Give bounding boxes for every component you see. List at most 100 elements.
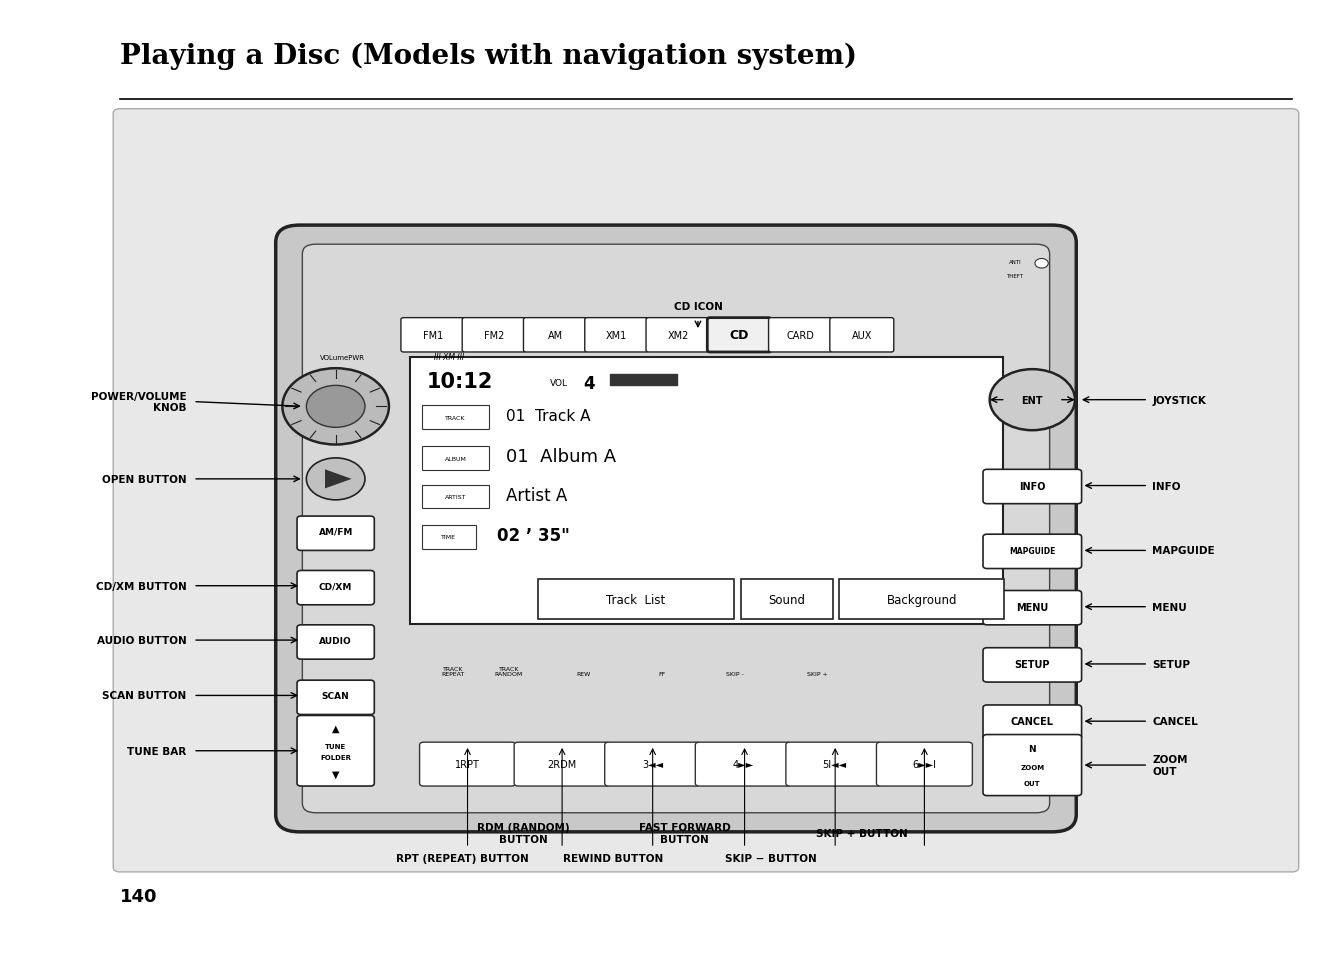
FancyBboxPatch shape [302, 245, 1050, 813]
Text: THEFT: THEFT [1007, 274, 1023, 278]
FancyBboxPatch shape [523, 318, 587, 353]
Text: AM: AM [547, 331, 563, 340]
Text: SCAN BUTTON: SCAN BUTTON [103, 691, 186, 700]
Text: TIME: TIME [441, 535, 457, 539]
Text: 01  Album A: 01 Album A [506, 448, 617, 466]
FancyBboxPatch shape [276, 226, 1076, 832]
Text: 6►►I: 6►►I [912, 760, 936, 769]
FancyBboxPatch shape [786, 742, 882, 786]
Circle shape [990, 370, 1075, 431]
Text: REWIND BUTTON: REWIND BUTTON [562, 853, 663, 862]
Text: CARD: CARD [787, 331, 814, 340]
Circle shape [1035, 259, 1048, 269]
Text: FM1: FM1 [422, 331, 444, 340]
Text: ZOOM: ZOOM [1020, 764, 1044, 770]
Text: ▼: ▼ [332, 769, 340, 779]
Text: ALBUM: ALBUM [445, 456, 466, 461]
Text: TRACK
REPEAT: TRACK REPEAT [441, 666, 465, 677]
FancyBboxPatch shape [983, 735, 1082, 796]
Bar [610, 375, 677, 386]
Circle shape [282, 369, 389, 445]
Text: FM2: FM2 [484, 331, 505, 340]
Text: 3◄◄: 3◄◄ [642, 760, 663, 769]
FancyBboxPatch shape [297, 571, 374, 605]
Text: MENU: MENU [1016, 602, 1048, 612]
Text: 140: 140 [120, 886, 157, 904]
Text: AUX: AUX [851, 331, 872, 340]
FancyBboxPatch shape [830, 318, 894, 353]
Text: CANCEL: CANCEL [1152, 717, 1197, 726]
Text: ▲: ▲ [332, 723, 340, 733]
Text: Background: Background [887, 593, 956, 606]
Text: 01  Track A: 01 Track A [506, 409, 590, 423]
Text: SKIP − BUTTON: SKIP − BUTTON [726, 853, 817, 862]
Text: ENT: ENT [1022, 395, 1043, 405]
FancyBboxPatch shape [983, 705, 1082, 740]
Text: AUDIO: AUDIO [320, 636, 352, 645]
Text: TRACK
RANDOM: TRACK RANDOM [494, 666, 523, 677]
Text: INFO: INFO [1152, 481, 1180, 491]
Text: N: N [1028, 744, 1036, 754]
FancyBboxPatch shape [297, 517, 374, 551]
Text: SKIP + BUTTON: SKIP + BUTTON [817, 828, 907, 838]
FancyBboxPatch shape [422, 525, 476, 549]
Text: CD: CD [730, 329, 749, 342]
Circle shape [306, 458, 365, 500]
Text: 1RPT: 1RPT [456, 760, 480, 769]
Text: ARTIST: ARTIST [445, 495, 466, 499]
Text: TUNE BAR: TUNE BAR [128, 746, 186, 756]
FancyBboxPatch shape [113, 110, 1299, 872]
FancyBboxPatch shape [422, 406, 489, 430]
Text: INFO: INFO [1019, 481, 1046, 491]
Text: POWER/VOLUME
KNOB: POWER/VOLUME KNOB [91, 392, 186, 413]
Text: SCAN: SCAN [322, 691, 349, 700]
Text: 4: 4 [583, 375, 595, 393]
Text: SETUP: SETUP [1152, 659, 1191, 669]
FancyBboxPatch shape [401, 318, 465, 353]
Text: CD/XM: CD/XM [318, 581, 353, 591]
Text: RDM (RANDOM)
BUTTON: RDM (RANDOM) BUTTON [477, 822, 570, 843]
Text: REW: REW [577, 672, 590, 677]
FancyBboxPatch shape [462, 318, 526, 353]
Circle shape [306, 386, 365, 428]
Text: MENU: MENU [1152, 602, 1187, 612]
Text: Playing a Disc (Models with navigation system): Playing a Disc (Models with navigation s… [120, 43, 856, 71]
FancyBboxPatch shape [695, 742, 791, 786]
Text: AM/FM: AM/FM [318, 527, 353, 537]
FancyBboxPatch shape [297, 680, 374, 715]
Text: FOLDER: FOLDER [320, 755, 352, 760]
FancyBboxPatch shape [983, 648, 1082, 682]
Text: XM2: XM2 [667, 331, 689, 340]
FancyBboxPatch shape [983, 591, 1082, 625]
FancyBboxPatch shape [297, 625, 374, 659]
Text: VOLumePWR: VOLumePWR [320, 355, 365, 360]
FancyBboxPatch shape [707, 318, 771, 353]
FancyBboxPatch shape [769, 318, 832, 353]
FancyBboxPatch shape [410, 357, 1003, 624]
FancyBboxPatch shape [839, 579, 1004, 619]
FancyBboxPatch shape [646, 318, 710, 353]
Text: OUT: OUT [1024, 781, 1040, 786]
Text: III XM III: III XM III [434, 353, 464, 361]
FancyBboxPatch shape [514, 742, 610, 786]
Text: 02 ’ 35": 02 ’ 35" [497, 526, 570, 544]
Text: FF: FF [658, 672, 666, 677]
Text: CD ICON: CD ICON [674, 302, 722, 312]
Text: ZOOM
OUT: ZOOM OUT [1152, 755, 1188, 776]
FancyBboxPatch shape [422, 447, 489, 471]
Text: TRACK: TRACK [445, 416, 466, 420]
Text: VOL: VOL [550, 378, 569, 387]
Text: TUNE: TUNE [325, 743, 346, 749]
Text: OPEN BUTTON: OPEN BUTTON [101, 475, 186, 484]
Text: Track  List: Track List [606, 593, 666, 606]
Text: JOYSTICK: JOYSTICK [1152, 395, 1205, 405]
FancyBboxPatch shape [983, 470, 1082, 504]
Text: AUDIO BUTTON: AUDIO BUTTON [97, 636, 186, 645]
Polygon shape [325, 470, 352, 489]
Text: 10:12: 10:12 [426, 372, 493, 392]
Text: 5I◄◄: 5I◄◄ [822, 760, 846, 769]
Text: ANTI: ANTI [1008, 260, 1022, 265]
FancyBboxPatch shape [538, 579, 734, 619]
FancyBboxPatch shape [422, 485, 489, 509]
Text: CANCEL: CANCEL [1011, 717, 1054, 726]
